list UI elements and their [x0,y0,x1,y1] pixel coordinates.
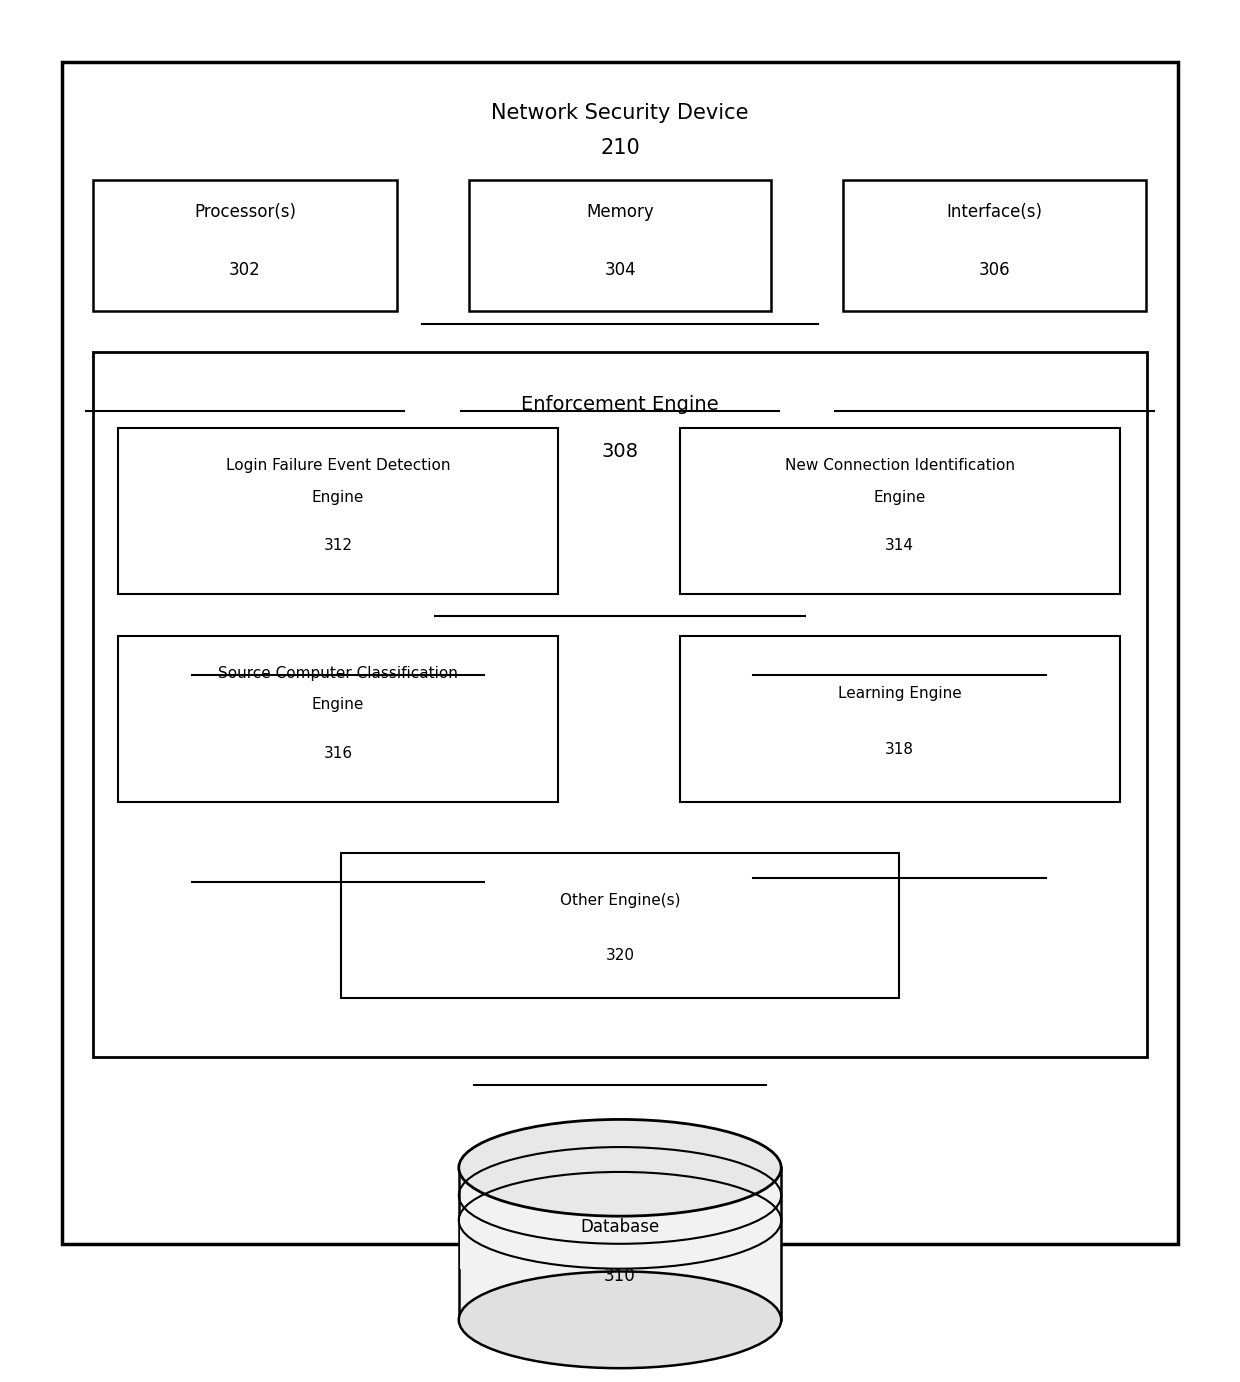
Text: 210: 210 [600,138,640,158]
Text: Engine: Engine [873,491,926,504]
Text: Interface(s): Interface(s) [946,203,1043,221]
Bar [680,428,1120,594]
Text: Network Security Device: Network Security Device [491,104,749,123]
Text: Learning Engine: Learning Engine [838,687,961,701]
Ellipse shape [459,1271,781,1368]
Bar [459,1168,781,1320]
Text: New Connection Identification: New Connection Identification [785,459,1014,473]
Bar [62,62,1178,1244]
Text: Memory: Memory [587,203,653,221]
Bar [341,853,899,998]
Text: Login Failure Event Detection: Login Failure Event Detection [226,459,450,473]
Bar [460,1216,780,1269]
Text: 302: 302 [229,261,260,279]
Bar [680,636,1120,802]
Bar [469,180,771,311]
Text: 310: 310 [604,1267,636,1285]
Text: Enforcement Engine: Enforcement Engine [521,395,719,415]
Text: 316: 316 [324,746,352,760]
Text: 308: 308 [601,442,639,462]
Ellipse shape [459,1119,781,1216]
Text: 318: 318 [885,742,914,756]
Text: 306: 306 [978,261,1011,279]
Text: Source Computer Classification: Source Computer Classification [218,666,458,680]
Bar [118,636,558,802]
Bar [93,180,397,311]
Text: 320: 320 [605,948,635,963]
Bar [460,1216,780,1244]
Text: 314: 314 [885,539,914,553]
Bar [118,428,558,594]
Text: Database: Database [580,1219,660,1237]
Text: Other Engine(s): Other Engine(s) [559,893,681,908]
Bar [93,352,1147,1057]
Text: Engine: Engine [311,491,365,504]
Text: FIG. 3: FIG. 3 [588,1345,652,1364]
Text: 304: 304 [604,261,636,279]
Text: Processor(s): Processor(s) [193,203,296,221]
Bar [843,180,1146,311]
Text: 312: 312 [324,539,352,553]
Text: Engine: Engine [311,698,365,712]
